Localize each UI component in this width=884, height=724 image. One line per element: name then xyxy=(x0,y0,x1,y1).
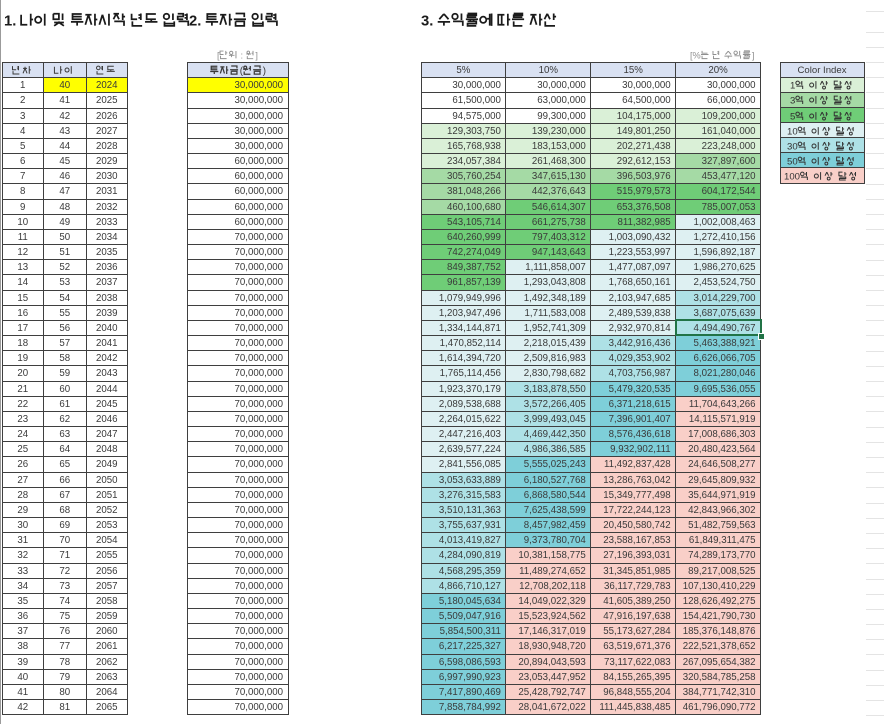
svg-text:3.: 3. xyxy=(421,13,433,29)
svg-text:2.: 2. xyxy=(189,13,201,29)
svg-text:5: 5 xyxy=(790,111,795,122)
svg-text::: : xyxy=(241,50,244,60)
svg-text:1: 1 xyxy=(790,81,795,92)
svg-text:]: ] xyxy=(255,50,258,60)
svg-text:(: ( xyxy=(240,66,244,77)
svg-text:30: 30 xyxy=(787,142,798,153)
svg-text:3: 3 xyxy=(790,96,795,107)
svg-text:100: 100 xyxy=(784,172,800,183)
svg-text:[%: [% xyxy=(690,50,701,60)
svg-text:50: 50 xyxy=(787,157,798,168)
svg-text:]: ] xyxy=(751,50,754,60)
svg-text:[: [ xyxy=(217,50,220,60)
svg-text:1.: 1. xyxy=(4,13,16,29)
svg-text:): ) xyxy=(263,66,266,77)
svg-text:10: 10 xyxy=(787,126,798,137)
